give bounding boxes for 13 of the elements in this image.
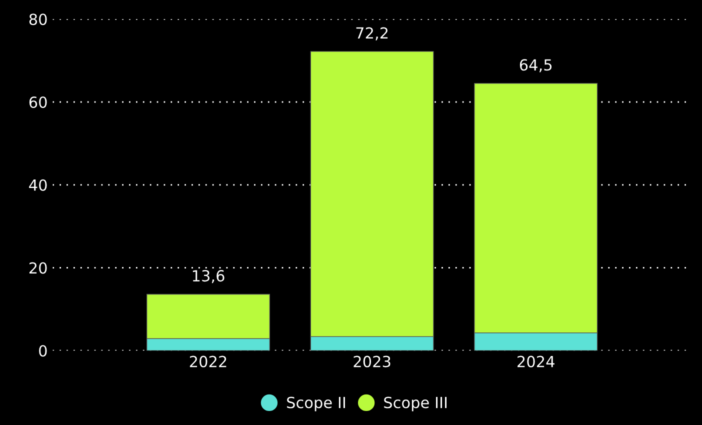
x-tick-label: 2023 — [354, 356, 390, 368]
legend-label: Scope III — [384, 396, 447, 412]
legend-label: Scope II — [287, 396, 345, 412]
y-tick-label: 40 — [29, 179, 47, 191]
total-label: 13,6 — [192, 270, 224, 284]
x-tick-label: 2024 — [518, 356, 554, 368]
total-label: 64,5 — [520, 59, 552, 72]
y-tick-label: 0 — [39, 345, 47, 357]
total-label: 72,2 — [356, 27, 388, 40]
x-tick-label: 2022 — [190, 356, 226, 368]
y-tick-label: 20 — [29, 262, 47, 274]
y-tick-label: 80 — [29, 14, 47, 26]
y-tick-label: 60 — [29, 96, 47, 108]
